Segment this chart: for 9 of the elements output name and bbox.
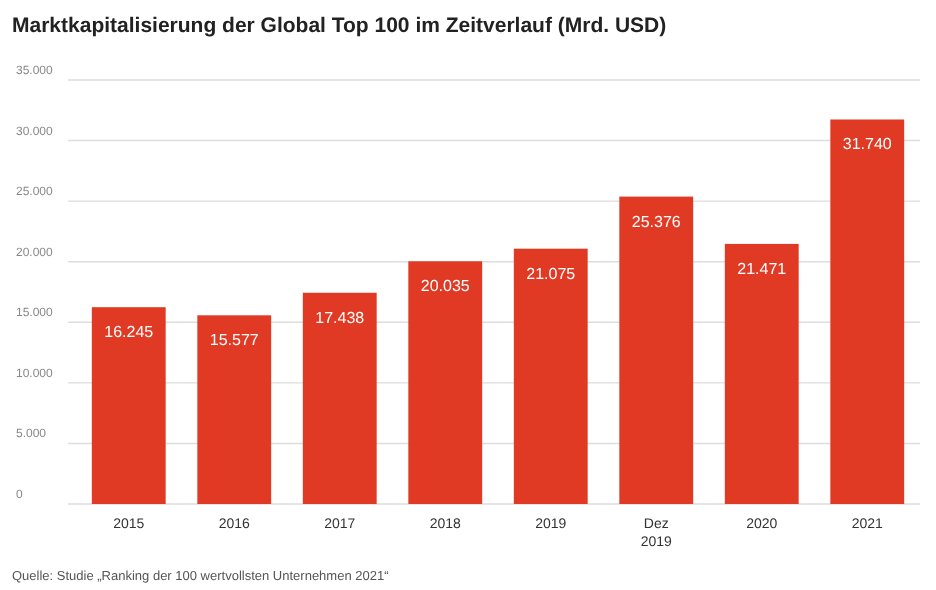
- data-label: 21.075: [526, 264, 577, 283]
- data-label: 15.577: [209, 331, 260, 350]
- chart-title: Marktkapitalisierung der Global Top 100 im Zeitverlauf (Mrd. USD): [12, 14, 667, 38]
- data-label: 25.376: [631, 212, 682, 231]
- data-label: 20.035: [420, 277, 471, 296]
- data-label: 17.438: [315, 308, 366, 327]
- data-label: 16.245: [104, 323, 155, 342]
- data-label: 21.471: [737, 259, 788, 278]
- data-label: 31.740: [842, 135, 893, 154]
